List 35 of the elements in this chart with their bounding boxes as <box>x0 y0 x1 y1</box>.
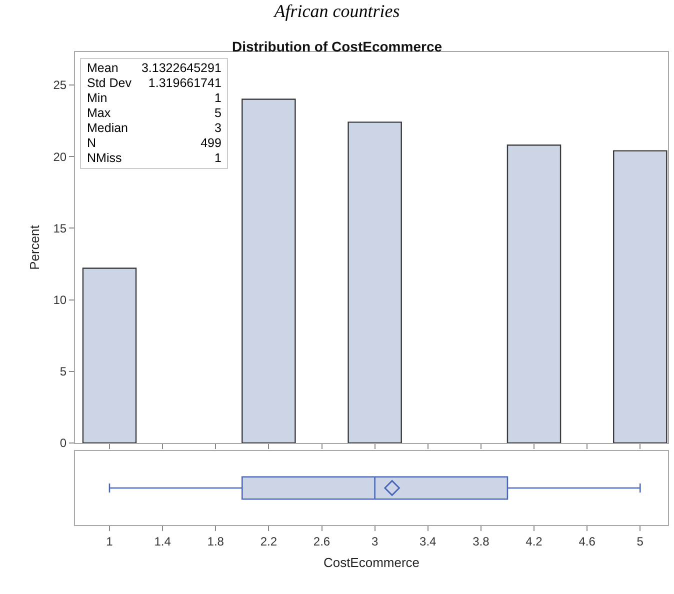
annotation: Max <box>86 106 112 121</box>
annotation: Mean <box>86 61 120 76</box>
x-tick-label: 2.6 <box>313 534 330 548</box>
text: African countries <box>272 0 401 22</box>
x-axis-title: CostEcommerce <box>323 555 420 570</box>
x-tick-label: 4.2 <box>526 534 543 548</box>
annotation: Min <box>86 91 108 106</box>
x-tick-label: 1 <box>106 534 114 548</box>
annotation: 499 <box>200 136 222 151</box>
annotation: Median <box>86 121 129 136</box>
y-tick-label: 15 <box>53 221 67 236</box>
y-tick-label: 10 <box>53 292 67 307</box>
annotation: Std Dev <box>86 76 132 91</box>
x-tick-label: 2.2 <box>260 534 278 548</box>
y-tick-label: 25 <box>53 78 67 92</box>
annotation: NMiss <box>86 151 123 166</box>
x-tick-label: 1.8 <box>207 534 224 548</box>
x-tick-label: 4.6 <box>578 534 596 548</box>
annotation: 1 <box>213 91 222 106</box>
x-tick-label: 1.4 <box>154 534 172 548</box>
y-axis-title: Percent <box>27 224 42 270</box>
annotation: 5 <box>213 106 222 121</box>
x-tick-label: 3.4 <box>420 534 437 548</box>
annotation: 1.319661741 <box>147 76 222 91</box>
annotation: N <box>86 136 98 151</box>
x-tick-label: 3 <box>371 534 378 548</box>
y-tick-label: 5 <box>60 364 67 379</box>
annotation: 1 <box>213 151 222 166</box>
y-tick-label: 0 <box>60 436 67 450</box>
x-tick-label: 3.8 <box>472 534 490 548</box>
chart-title: Distribution of CostEcommerce <box>232 38 442 54</box>
x-tick-label: 5 <box>636 534 644 548</box>
annotation: 3 <box>213 121 222 136</box>
annotation: 3.1322645291 <box>140 61 222 76</box>
y-tick-label: 20 <box>53 150 67 164</box>
